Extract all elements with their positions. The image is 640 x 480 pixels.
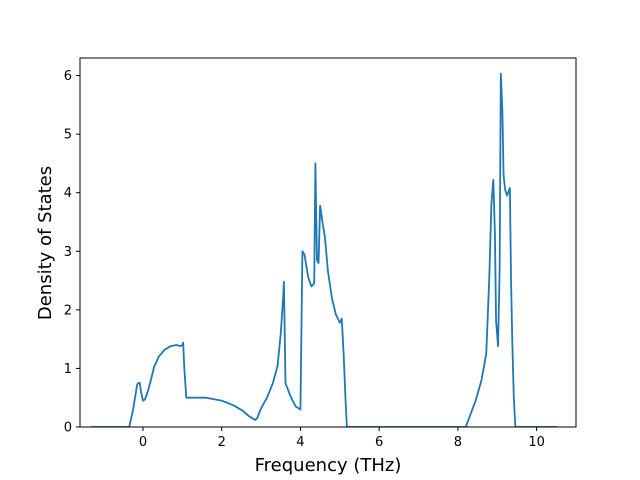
y-tick-label: 2 [64,303,72,318]
y-tick-label: 5 [64,128,72,143]
x-tick-label: 0 [139,435,147,450]
x-axis-label: Frequency (THz) [255,455,402,476]
y-tick-label: 4 [64,186,72,201]
tick-marks: 0 2 4 6 8 10 0 1 2 3 4 5 6 [64,69,545,450]
y-tick-label: 6 [64,69,72,84]
dos-series-line-0 [90,72,558,427]
x-tick-label: 6 [375,435,383,450]
x-tick-label: 4 [296,435,304,450]
y-axis-label: Density of States [35,166,56,320]
y-tick-label: 1 [64,362,72,377]
x-tick-label: 10 [528,435,545,450]
axes-frame [79,57,577,428]
y-tick-label: 3 [64,245,72,260]
x-tick-label: 8 [454,435,462,450]
plot-area [79,57,577,428]
x-tick-label: 2 [218,435,226,450]
y-tick-label: 0 [64,421,72,436]
